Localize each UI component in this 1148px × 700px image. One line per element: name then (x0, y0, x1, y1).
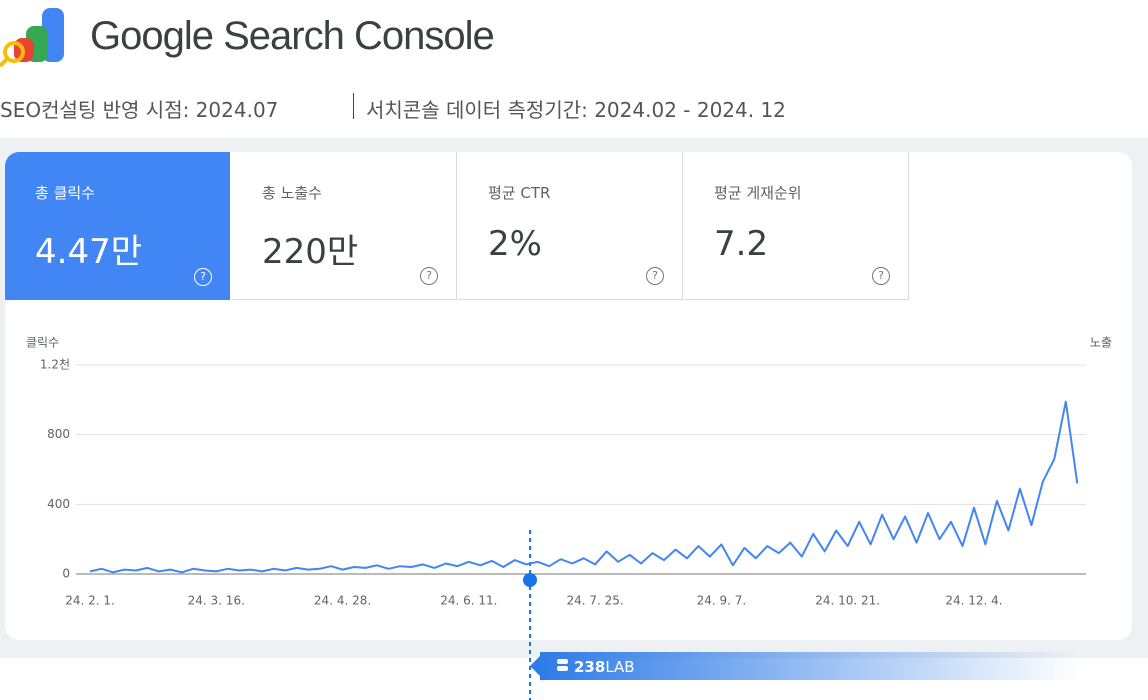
metric-value: 220만 (262, 232, 359, 272)
metric-tile[interactable]: 평균 게재순위 7.2? (684, 152, 909, 300)
y-tick-label: 800 (47, 427, 70, 441)
x-tick-label: 24. 10. 21. (815, 594, 880, 608)
marker-dot (523, 573, 537, 587)
badge-label: LAB (605, 658, 634, 676)
badge-icon (557, 659, 568, 664)
logo (0, 8, 64, 68)
x-tick-label: 24. 2. 1. (65, 594, 115, 608)
subtitle: 서치콘솔 데이터 측정기간: 2024.02 - 2024. 12 (366, 98, 786, 122)
title: Google Search Console (90, 14, 495, 58)
metric-value: 2% (488, 224, 542, 264)
y-tick-label: 1.2천 (40, 357, 70, 372)
y2-axis-title: 노출 (1090, 336, 1112, 350)
help-icon[interactable]: ? (420, 267, 438, 285)
help-icon[interactable]: ? (872, 267, 890, 285)
x-tick-label: 24. 6. 11. (440, 594, 497, 608)
metric-tile[interactable]: 총 노출수 220만? (232, 152, 457, 300)
x-tick-label: 24. 9. 7. (697, 594, 747, 608)
x-tick-label: 24. 12. 4. (945, 594, 1002, 608)
metric-label: 총 클릭수 (35, 184, 95, 202)
divider (353, 93, 354, 119)
report-card: 총 클릭수 4.47만? 총 노출수 220만? 평균 CTR 2%? 평균 게재순위… (5, 152, 1132, 640)
badge-number: 238 (574, 658, 605, 676)
badge-arrow (530, 654, 542, 678)
subtitle: SEO컨설팅 반영 시점: 2024.07 (0, 98, 279, 122)
y-axis-title: 클릭수 (26, 336, 59, 350)
x-tick-label: 24. 3. 16. (188, 594, 245, 608)
y-tick-label: 400 (47, 497, 70, 511)
metric-tile[interactable]: 평균 CTR 2%? (458, 152, 683, 300)
help-icon[interactable]: ? (194, 268, 212, 286)
metric-label: 평균 게재순위 (714, 184, 802, 202)
y-tick-label: 0 (62, 567, 70, 581)
x-tick-label: 24. 7. 25. (566, 594, 623, 608)
badge-text: 238LAB (574, 658, 635, 676)
metric-value: 4.47만 (35, 232, 142, 272)
metric-value: 7.2 (714, 224, 769, 264)
metric-label: 총 노출수 (262, 184, 322, 202)
help-icon[interactable]: ? (646, 267, 664, 285)
line (89, 400, 1079, 574)
x-tick-label: 24. 4. 28. (314, 594, 371, 608)
metric-tile[interactable]: 총 클릭수 4.47만? (5, 152, 230, 300)
metric-label: 평균 CTR (488, 184, 551, 202)
badge (540, 652, 1080, 680)
badge-icon (557, 666, 568, 671)
